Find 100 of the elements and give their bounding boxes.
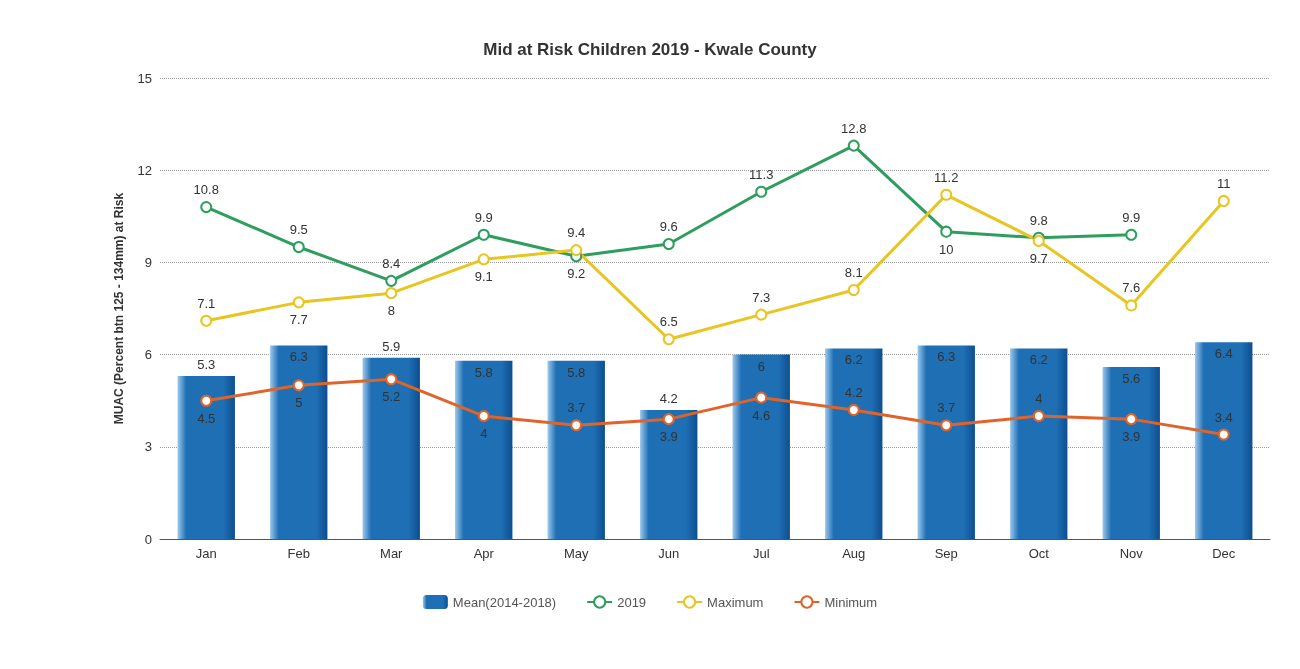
- legend-label: Maximum: [707, 594, 764, 610]
- data-label: 9.2: [567, 266, 586, 282]
- point: [477, 410, 490, 423]
- point: [1217, 428, 1230, 441]
- data-label: 4: [1035, 391, 1043, 407]
- point: [755, 391, 768, 404]
- point: [662, 237, 675, 250]
- x-tick-label: Jun: [658, 546, 680, 561]
- data-label: 3.7: [937, 400, 956, 416]
- data-label: 9.1: [474, 269, 493, 285]
- x-tick-label: Mar: [380, 546, 404, 561]
- point: [662, 413, 675, 426]
- data-label: 6.5: [659, 314, 678, 330]
- data-label: 3.9: [659, 429, 678, 445]
- data-label: 5.3: [197, 357, 216, 373]
- data-label: 4: [480, 426, 488, 442]
- bar: [270, 345, 328, 539]
- point: [200, 314, 213, 327]
- bar: [640, 409, 698, 539]
- bar: [177, 376, 235, 539]
- x-tick-label: Dec: [1212, 546, 1236, 561]
- bar: [547, 360, 605, 539]
- x-tick-label: Jan: [195, 546, 217, 561]
- data-label: 7.6: [1122, 280, 1141, 296]
- bar: [825, 348, 883, 539]
- point: [662, 333, 675, 346]
- x-tick-label: Jul: [752, 546, 770, 561]
- data-label: 6.3: [937, 349, 956, 365]
- point: [385, 287, 398, 300]
- data-label: 5.8: [474, 364, 493, 380]
- x-tick-label: Apr: [473, 546, 495, 561]
- point: [1032, 410, 1045, 423]
- point: [847, 284, 860, 297]
- data-label: 7.7: [289, 312, 308, 328]
- data-label: 4.2: [844, 384, 863, 400]
- bar: [455, 360, 513, 539]
- bar: [1010, 348, 1068, 539]
- legend-label: Minimum: [824, 594, 878, 610]
- data-label: 9.9: [1122, 209, 1141, 225]
- point: [477, 253, 490, 266]
- legend-label: 2019: [617, 594, 647, 610]
- point: [477, 228, 490, 241]
- data-label: 10: [939, 241, 954, 257]
- data-label: 5.8: [567, 364, 586, 380]
- data-label: 9.6: [659, 218, 678, 234]
- y-tick-label: 15: [137, 70, 152, 86]
- data-label: 11.2: [934, 169, 959, 185]
- point: [847, 403, 860, 416]
- point: [385, 274, 398, 287]
- data-label: 9.4: [567, 225, 586, 241]
- point: [755, 185, 768, 198]
- point: [1217, 194, 1230, 207]
- data-label: 5.9: [382, 338, 401, 354]
- bar: [917, 345, 975, 539]
- point: [1125, 299, 1138, 312]
- point: [292, 241, 305, 254]
- point: [940, 225, 953, 238]
- data-label: 9.8: [1029, 212, 1048, 228]
- data-label: 6.4: [1214, 346, 1233, 362]
- point: [940, 419, 953, 432]
- data-label: 6.3: [289, 349, 308, 365]
- data-label: 3.9: [1122, 429, 1141, 445]
- x-tick-label: Nov: [1119, 546, 1144, 561]
- data-label: 11.3: [749, 166, 774, 182]
- data-label: 4.2: [659, 390, 678, 406]
- bar: [362, 357, 420, 539]
- y-tick-label: 6: [144, 347, 152, 363]
- y-tick-label: 0: [144, 531, 152, 547]
- data-label: 12.8: [841, 120, 867, 136]
- data-label: 8.1: [844, 265, 863, 281]
- point: [385, 373, 398, 386]
- data-label: 5: [295, 395, 303, 411]
- legend-label: Mean(2014-2018): [452, 594, 557, 610]
- data-label: 9.5: [289, 222, 308, 238]
- point: [200, 394, 213, 407]
- data-label: 4.5: [197, 410, 216, 426]
- bar: [732, 354, 790, 539]
- point: [847, 139, 860, 152]
- data-label: 8.4: [382, 255, 401, 271]
- data-label: 6.2: [1029, 352, 1048, 368]
- data-label: 11: [1217, 175, 1231, 191]
- point: [755, 308, 768, 321]
- data-label: 10.8: [193, 182, 219, 198]
- y-tick-label: 9: [144, 254, 152, 270]
- data-label: 3.7: [567, 400, 586, 416]
- point: [1125, 228, 1138, 241]
- point: [570, 244, 583, 257]
- x-tick-label: Feb: [287, 546, 310, 561]
- point: [292, 379, 305, 392]
- data-label: 7.3: [752, 289, 771, 305]
- data-label: 5.2: [382, 389, 401, 405]
- point: [570, 419, 583, 432]
- x-tick-label: Aug: [842, 546, 866, 561]
- point: [200, 201, 213, 214]
- x-tick-label: May: [563, 546, 590, 561]
- point: [1125, 413, 1138, 426]
- data-label: 7.1: [197, 295, 216, 311]
- y-axis-title: MUAC (Percent btn 125 - 134mm) at Risk: [112, 192, 126, 425]
- y-tick-label: 3: [144, 439, 152, 455]
- point: [940, 188, 953, 201]
